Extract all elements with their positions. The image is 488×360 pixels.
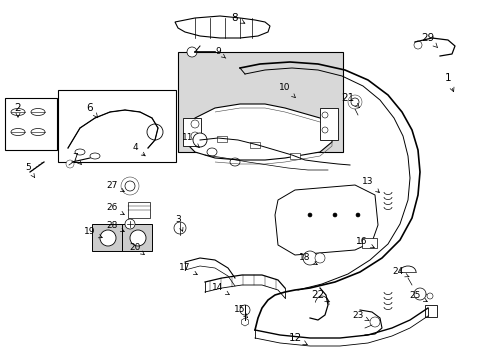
Bar bbox=[58, 90, 176, 162]
Polygon shape bbox=[184, 104, 331, 160]
Bar bbox=[361, 238, 376, 248]
Circle shape bbox=[314, 253, 325, 263]
Circle shape bbox=[350, 98, 358, 106]
Text: 9: 9 bbox=[215, 48, 225, 58]
Circle shape bbox=[130, 230, 146, 246]
Circle shape bbox=[413, 41, 421, 49]
Ellipse shape bbox=[11, 108, 25, 116]
Circle shape bbox=[321, 127, 327, 133]
Bar bbox=[178, 52, 342, 152]
Circle shape bbox=[191, 132, 199, 140]
Text: 5: 5 bbox=[25, 163, 35, 177]
Text: 22: 22 bbox=[311, 290, 329, 302]
FancyBboxPatch shape bbox=[92, 224, 122, 251]
Text: 19: 19 bbox=[84, 228, 102, 238]
Text: 8: 8 bbox=[231, 13, 244, 23]
Bar bbox=[249, 142, 260, 148]
FancyBboxPatch shape bbox=[122, 224, 152, 251]
Bar bbox=[5, 98, 57, 150]
Circle shape bbox=[303, 251, 316, 265]
Text: 26: 26 bbox=[106, 203, 124, 215]
Text: 28: 28 bbox=[106, 220, 124, 231]
Bar bbox=[128, 202, 150, 218]
Circle shape bbox=[413, 288, 425, 300]
Text: 29: 29 bbox=[421, 33, 437, 48]
Circle shape bbox=[125, 219, 135, 229]
Text: 12: 12 bbox=[288, 333, 306, 345]
Text: 15: 15 bbox=[234, 306, 247, 318]
Circle shape bbox=[369, 317, 379, 327]
Circle shape bbox=[186, 47, 197, 57]
Text: 27: 27 bbox=[106, 180, 124, 192]
Text: 11: 11 bbox=[182, 134, 199, 148]
Ellipse shape bbox=[75, 149, 85, 155]
Circle shape bbox=[66, 160, 74, 168]
Text: 10: 10 bbox=[279, 84, 295, 98]
Polygon shape bbox=[175, 16, 269, 38]
Bar bbox=[289, 153, 299, 159]
Text: 20: 20 bbox=[129, 243, 144, 255]
Text: 14: 14 bbox=[212, 284, 229, 294]
Circle shape bbox=[100, 230, 116, 246]
Ellipse shape bbox=[11, 129, 25, 135]
Text: 17: 17 bbox=[179, 264, 197, 275]
Polygon shape bbox=[274, 185, 377, 255]
Circle shape bbox=[332, 213, 336, 217]
Circle shape bbox=[321, 112, 327, 118]
Text: 23: 23 bbox=[351, 310, 368, 320]
Text: 16: 16 bbox=[356, 238, 373, 248]
Text: 2: 2 bbox=[15, 103, 21, 117]
Ellipse shape bbox=[90, 153, 100, 159]
Bar bbox=[217, 136, 226, 142]
Ellipse shape bbox=[31, 129, 45, 135]
Text: 1: 1 bbox=[444, 73, 453, 92]
Circle shape bbox=[307, 213, 311, 217]
Circle shape bbox=[355, 213, 359, 217]
Text: 6: 6 bbox=[86, 103, 98, 118]
Bar bbox=[183, 118, 201, 146]
Text: 3: 3 bbox=[175, 216, 183, 231]
Text: 24: 24 bbox=[391, 267, 408, 277]
Ellipse shape bbox=[31, 108, 45, 116]
Bar bbox=[424, 305, 436, 317]
Circle shape bbox=[193, 133, 206, 147]
Text: 25: 25 bbox=[408, 291, 427, 302]
Bar bbox=[319, 108, 337, 140]
Text: 13: 13 bbox=[362, 177, 379, 193]
Circle shape bbox=[426, 293, 432, 299]
Text: 21: 21 bbox=[341, 93, 359, 108]
Circle shape bbox=[147, 124, 163, 140]
Circle shape bbox=[191, 120, 199, 128]
Circle shape bbox=[240, 305, 249, 315]
Circle shape bbox=[174, 222, 185, 234]
Circle shape bbox=[125, 181, 135, 191]
Text: 4: 4 bbox=[132, 144, 145, 156]
Text: 18: 18 bbox=[299, 253, 317, 265]
Text: 7: 7 bbox=[72, 153, 81, 165]
